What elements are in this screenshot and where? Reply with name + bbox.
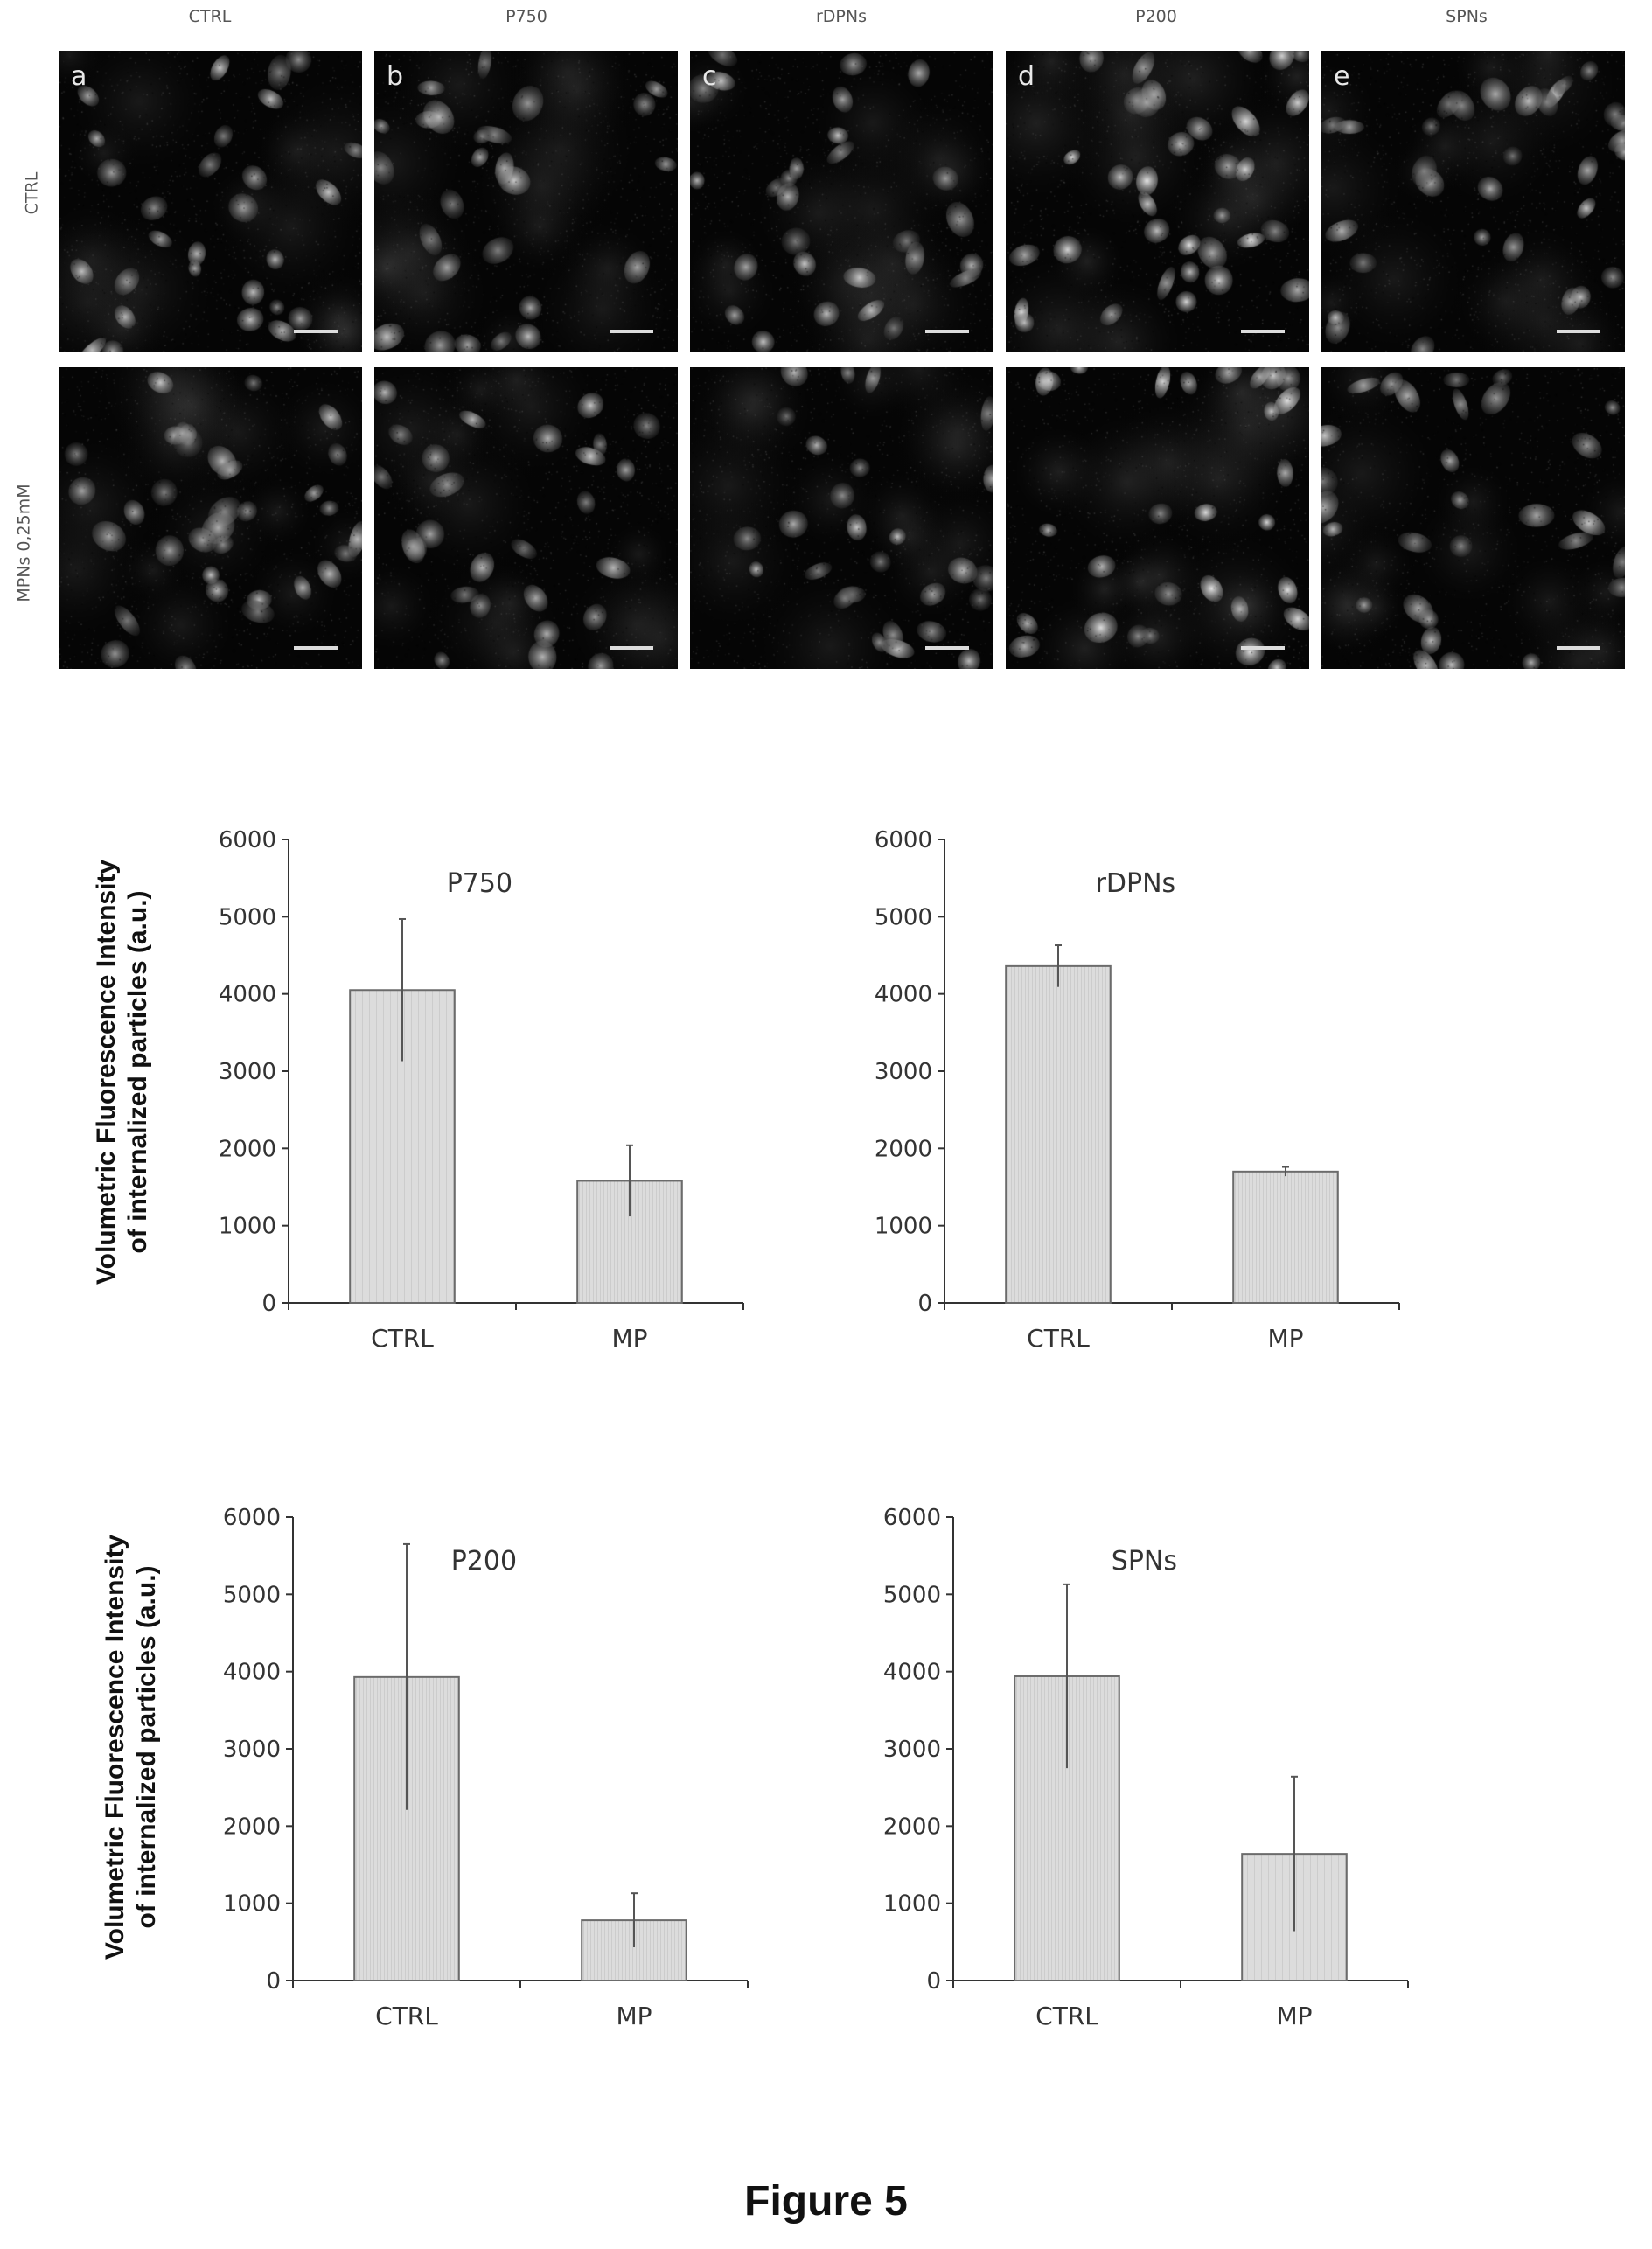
y-axis-label-bottom: Volumetric Fluorescence Intensity of int… [100, 1485, 163, 2009]
x-tick-label: MP [616, 2002, 652, 2030]
y-tick-label: 4000 [219, 982, 276, 1008]
y-tick-label: 4000 [223, 1660, 281, 1686]
panel-letter-a: a [71, 61, 87, 92]
bar-mp [1232, 1170, 1339, 1305]
y-tick-label: 4000 [883, 1660, 941, 1686]
chart-title: SPNs [1112, 1546, 1177, 1577]
scale-bar [1557, 646, 1600, 650]
scale-bar [1241, 330, 1285, 333]
col-label-spns: SPNs [1446, 7, 1488, 26]
row-label-mpns: MPNs 0,25mM [14, 484, 34, 602]
y-tick-label: 3000 [875, 1059, 932, 1085]
y-tick-label: 3000 [883, 1737, 941, 1763]
scale-bar [610, 646, 653, 650]
scale-bar [1241, 646, 1285, 650]
micrograph-ctrl-ctrl: a [59, 51, 362, 352]
figure-caption: Figure 5 [744, 2178, 908, 2225]
col-label-p200: P200 [1135, 7, 1177, 26]
x-tick-label: CTRL [1027, 1324, 1090, 1353]
y-tick-label: 5000 [875, 904, 932, 930]
x-tick-label: MP [1276, 2002, 1312, 2030]
y-tick-label: 1000 [875, 1214, 932, 1240]
cell-image [59, 367, 362, 669]
cell-image [374, 51, 678, 352]
y-tick-label: 2000 [883, 1814, 941, 1840]
micrograph-ctrl-spns: e [1321, 51, 1625, 352]
y-axis-label-top: Volumetric Fluorescence Intensity of int… [91, 810, 154, 1334]
scale-bar [925, 330, 969, 333]
scale-bar [610, 330, 653, 333]
scale-bar [294, 330, 338, 333]
y-tick-label: 4000 [875, 982, 932, 1008]
micrograph-mpns-ctrl [59, 367, 362, 669]
cell-image [1006, 51, 1309, 352]
bar-chart-p200: P200 0 1000 2000 3000 4000 5000 6000 CTRL MP [223, 1505, 749, 2030]
panel-letter-b: b [387, 61, 404, 92]
micrograph-ctrl-rdpns: c [690, 51, 993, 352]
cell-image [59, 51, 362, 352]
y-tick-label: 6000 [883, 1505, 941, 1531]
y-tick-label: 6000 [219, 827, 276, 853]
bar-chart-p750: P750 0 1000 2000 3000 4000 5000 6000 CTRL MP [219, 827, 744, 1353]
y-axis-label-line2: of internalized particles (a.u.) [132, 1565, 161, 1929]
panel-letter-d: d [1018, 61, 1035, 92]
y-axis-label-line1: Volumetric Fluorescence Intensity [101, 1534, 129, 1960]
micrograph-ctrl-p200: d [1006, 51, 1309, 352]
micrograph-mpns-spns [1321, 367, 1625, 669]
scale-bar [1557, 330, 1600, 333]
y-tick-label: 5000 [883, 1582, 941, 1608]
bar-chart-spns: SPNs 0 1000 2000 3000 4000 5000 6000 CTRL MP [883, 1505, 1409, 2030]
x-tick-label: MP [611, 1324, 647, 1353]
y-tick-label: 1000 [223, 1891, 281, 1918]
y-tick-label: 5000 [219, 904, 276, 930]
y-tick-label: 0 [266, 1968, 281, 1995]
y-tick-label: 2000 [875, 1136, 932, 1162]
panel-letter-c: c [702, 61, 717, 92]
chart-title: P750 [447, 868, 512, 899]
chart-title: P200 [451, 1546, 517, 1577]
scale-bar [925, 646, 969, 650]
micrograph-ctrl-p750: b [374, 51, 678, 352]
y-axis-label-line1: Volumetric Fluorescence Intensity [92, 859, 121, 1285]
y-tick-label: 0 [261, 1291, 276, 1317]
y-tick-label: 3000 [223, 1737, 281, 1763]
col-label-rdpns: rDPNs [815, 7, 868, 26]
y-tick-label: 2000 [219, 1136, 276, 1162]
cell-image [1321, 51, 1625, 352]
col-label-ctrl: CTRL [188, 7, 232, 26]
cell-image [374, 367, 678, 669]
bar-ctrl [1005, 964, 1112, 1304]
cell-image [690, 51, 993, 352]
x-tick-label: CTRL [375, 2002, 438, 2030]
y-axis-label-line2: of internalized particles (a.u.) [123, 890, 152, 1254]
scale-bar [294, 646, 338, 650]
col-label-p750: P750 [505, 7, 547, 26]
y-tick-label: 6000 [875, 827, 932, 853]
y-tick-label: 2000 [223, 1814, 281, 1840]
chart-title: rDPNs [1096, 868, 1176, 899]
y-tick-label: 5000 [223, 1582, 281, 1608]
y-tick-label: 0 [917, 1291, 932, 1317]
y-tick-label: 1000 [883, 1891, 941, 1918]
row-label-ctrl: CTRL [22, 171, 42, 215]
y-tick-label: 1000 [219, 1214, 276, 1240]
panel-letter-e: e [1334, 61, 1350, 92]
bar-chart-rdpns: rDPNs 0 1000 2000 3000 4000 5000 6000 CTRL MP [875, 827, 1400, 1353]
y-tick-label: 3000 [219, 1059, 276, 1085]
micrograph-mpns-p200 [1006, 367, 1309, 669]
cell-image [1321, 367, 1625, 669]
y-tick-label: 0 [926, 1968, 941, 1995]
micrograph-mpns-rdpns [690, 367, 993, 669]
y-tick-label: 6000 [223, 1505, 281, 1531]
cell-image [1006, 367, 1309, 669]
x-tick-label: CTRL [1035, 2002, 1098, 2030]
micrograph-mpns-p750 [374, 367, 678, 669]
x-tick-label: CTRL [371, 1324, 434, 1353]
x-tick-label: MP [1267, 1324, 1303, 1353]
cell-image [690, 367, 993, 669]
